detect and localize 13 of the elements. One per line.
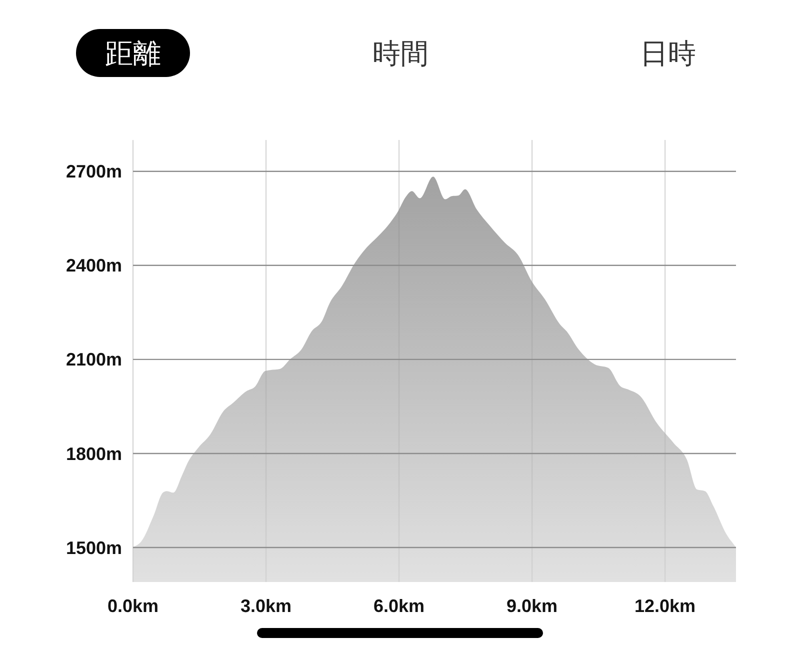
y-tick-label: 1500m — [66, 538, 122, 558]
x-tick-label: 0.0km — [107, 596, 159, 616]
x-tick-label: 6.0km — [374, 596, 425, 616]
text: 時間 — [372, 38, 428, 69]
x-tick-label: 12.0km — [634, 596, 696, 616]
y-tick-label: 2400m — [66, 256, 122, 276]
text: 日時 — [640, 38, 696, 69]
y-tick-label: 2700m — [66, 162, 122, 182]
y-tick-label: 2100m — [66, 350, 122, 370]
x-tick-label: 3.0km — [240, 596, 292, 616]
x-tick-label: 9.0km — [506, 596, 558, 616]
y-tick-label: 1800m — [66, 444, 122, 464]
text: 距離 — [105, 38, 161, 69]
